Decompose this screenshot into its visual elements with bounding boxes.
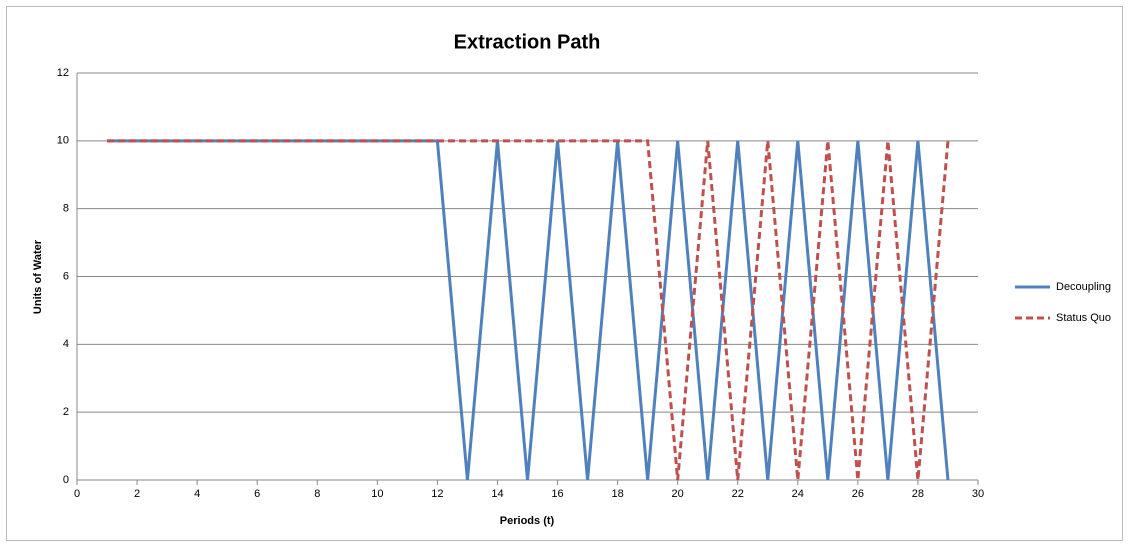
y-tick-label: 4 [63,338,69,350]
x-tick-label: 2 [134,488,140,500]
x-tick-label: 8 [314,488,320,500]
y-tick-label: 8 [63,203,69,215]
x-tick-label: 14 [491,488,503,500]
chart-title: Extraction Path [454,31,601,53]
x-tick-label: 30 [972,488,984,500]
x-tick-label: 18 [611,488,623,500]
y-tick-label: 10 [57,135,69,147]
y-axis-title: Units of Water [32,239,44,314]
legend-label: Decoupling [1056,281,1111,293]
x-tick-label: 12 [431,488,443,500]
x-tick-label: 20 [672,488,684,500]
x-tick-label: 6 [254,488,260,500]
chart-border [6,6,1123,541]
series-line [107,139,950,481]
y-tick-label: 0 [63,474,69,486]
y-tick-label: 2 [63,406,69,418]
legend-label: Status Quo [1056,312,1111,324]
x-tick-label: 0 [74,488,80,500]
y-tick-label: 12 [57,67,69,79]
x-tick-label: 10 [371,488,383,500]
x-axis-title: Periods (t) [500,515,555,527]
y-tick-label: 6 [63,270,69,282]
x-tick-label: 28 [912,488,924,500]
x-tick-label: 24 [792,488,804,500]
x-tick-label: 4 [194,488,200,500]
x-tick-label: 22 [732,488,744,500]
x-tick-label: 26 [852,488,864,500]
series-line [107,139,950,481]
x-tick-label: 16 [551,488,563,500]
